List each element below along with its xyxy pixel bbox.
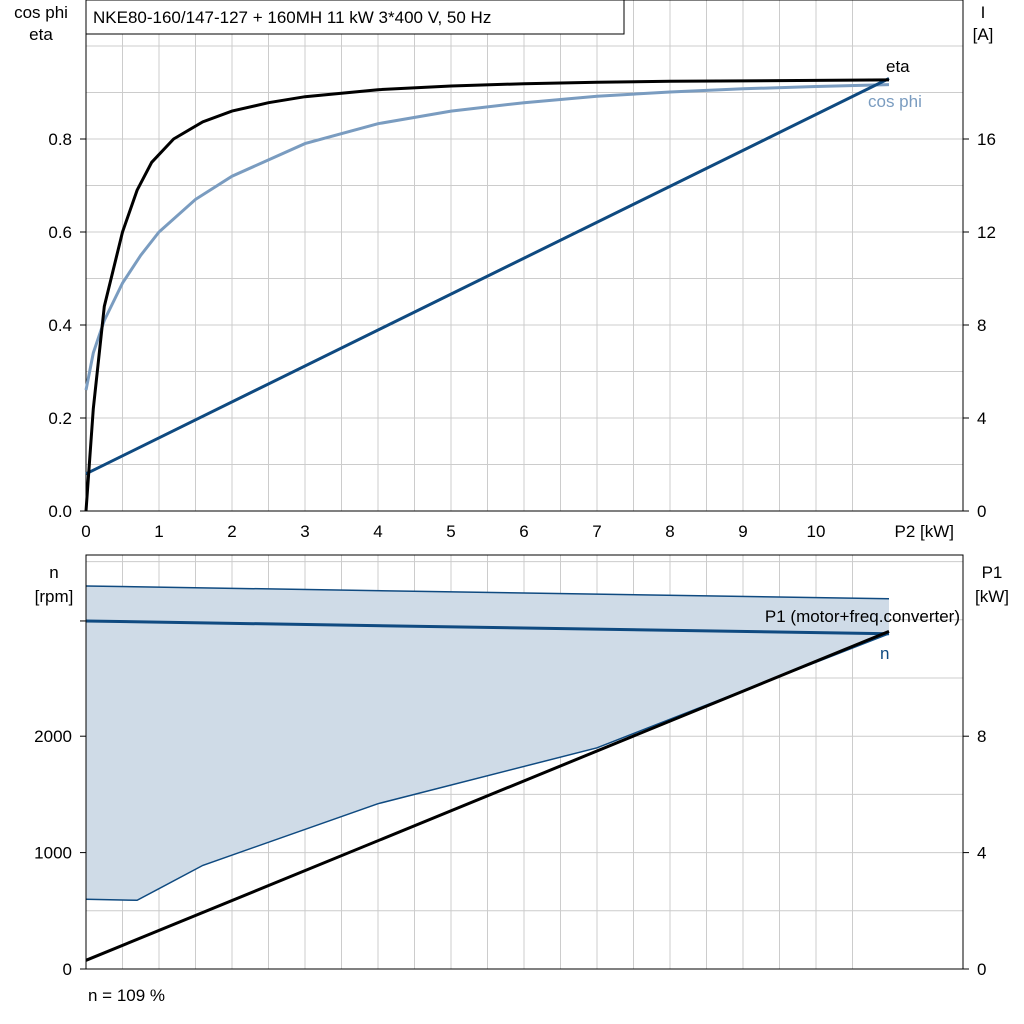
y-right-tick-label: 12: [977, 223, 996, 242]
y-right-label-unit: [A]: [973, 25, 994, 44]
y-right-tick-label: 8: [977, 316, 986, 335]
top-grid: [86, 0, 963, 511]
y-left-label-n: n: [49, 563, 58, 582]
cos-phi-series-label: cos phi: [868, 92, 922, 111]
eta-series-label: eta: [886, 57, 910, 76]
band-upper-line: [85, 585, 890, 600]
y-left-label-rpm: [rpm]: [35, 587, 74, 606]
cos-phi-line: [84, 83, 890, 391]
bottom-axis-labels: n [rpm] P1 [kW] 0 1000 2000 0 4 8: [34, 563, 1009, 979]
y-left-tick-label: 0.6: [48, 223, 72, 242]
p1-series-label: P1 (motor+freq.converter): [765, 607, 960, 626]
y-left-label-eta: eta: [29, 25, 53, 44]
y-left-tick-label: 0.2: [48, 409, 72, 428]
x-tick-label: 4: [373, 522, 382, 541]
y-left-tick-label: 0.4: [48, 316, 72, 335]
x-axis-label-p2: P2 [kW]: [894, 522, 954, 541]
y-right-label-p1: P1: [982, 563, 1003, 582]
y-left-tick-label: 0.0: [48, 502, 72, 521]
x-tick-label: 1: [154, 522, 163, 541]
bottom-plot-frame: [85, 554, 964, 970]
eta-line: [84, 78, 890, 512]
speed-footer: n = 109 %: [88, 986, 165, 1005]
x-tick-label: 7: [592, 522, 601, 541]
x-tick-label: 0: [81, 522, 90, 541]
x-tick-label: 5: [446, 522, 455, 541]
top-axis-labels: cos phi eta I [A] P2 [kW] 0 1 2 3 4 5 6 7 8 9 100.…: [14, 3, 996, 541]
y-left-label-cosphi: cos phi: [14, 3, 68, 22]
y-right-tick-label: 16: [977, 130, 996, 149]
chart-title-box: NKE80-160/147-127 + 160MH 11 kW 3*400 V,…: [85, 0, 625, 35]
chart-title: NKE80-160/147-127 + 160MH 11 kW 3*400 V,…: [93, 8, 491, 27]
y-right-label-i: I: [981, 3, 986, 22]
y-left-tick-label: 0.8: [48, 130, 72, 149]
x-tick-label: 8: [665, 522, 674, 541]
y-right-tick-label: 8: [977, 727, 986, 746]
top-plot-area: eta cos phi: [84, 57, 922, 512]
title-box-frame: [85, 0, 625, 35]
y-right-tick-label: 4: [977, 844, 986, 863]
p1-line: [85, 630, 890, 962]
y-right-tick-label: 0: [977, 502, 986, 521]
y-right-tick-label: 0: [977, 960, 986, 979]
current-line: [85, 77, 890, 476]
n-series-label: n: [880, 644, 889, 663]
speed-n-line: [85, 619, 890, 636]
x-tick-label: 6: [519, 522, 528, 541]
y-left-tick-label: 2000: [34, 727, 72, 746]
band-lower-line: [85, 633, 890, 902]
y-left-tick-label: 0: [63, 960, 72, 979]
y-left-tick-label: 1000: [34, 844, 72, 863]
y-right-tick-label: 4: [977, 409, 986, 428]
x-tick-label: 9: [738, 522, 747, 541]
x-tick-label: 3: [300, 522, 309, 541]
y-right-label-kw: [kW]: [975, 587, 1009, 606]
x-tick-label: 10: [807, 522, 826, 541]
top-plot-frame: [85, 0, 964, 512]
x-tick-label: 2: [227, 522, 236, 541]
bottom-plot-area: P1 (motor+freq.converter) n: [85, 585, 960, 962]
operating-band: [86, 586, 889, 901]
